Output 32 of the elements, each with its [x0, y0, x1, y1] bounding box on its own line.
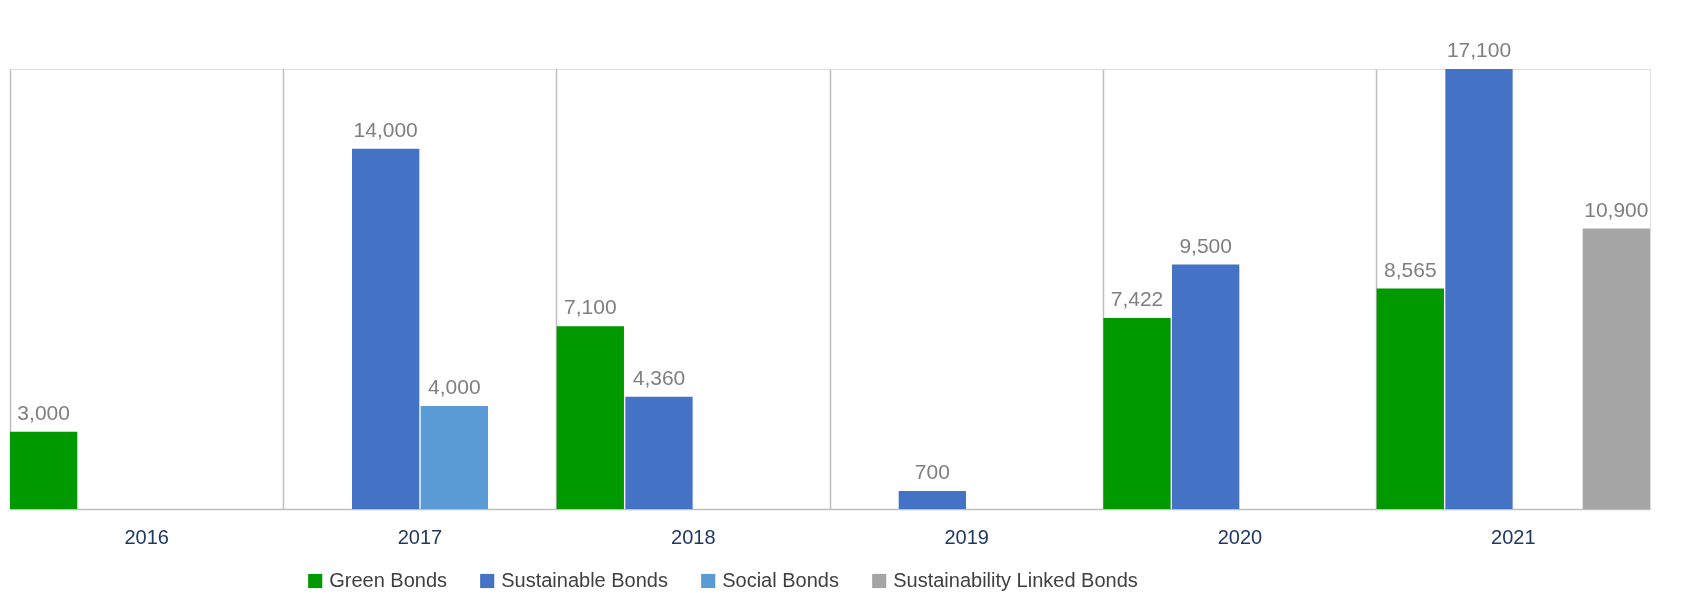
- bar: [1376, 288, 1444, 509]
- data-label: 17,100: [1446, 38, 1512, 61]
- data-label: 7,100: [564, 295, 617, 319]
- x-tick-label: 2020: [1217, 525, 1263, 548]
- legend-label: Social Bonds: [722, 569, 839, 591]
- data-label: 7,422: [1110, 287, 1164, 311]
- x-tick-label: 2021: [1491, 525, 1536, 548]
- data-label: 3,000: [17, 400, 70, 424]
- data-label: 14,000: [353, 117, 418, 141]
- legend-label: Sustainable Bonds: [501, 569, 668, 591]
- data-label: 10,900: [1584, 197, 1649, 221]
- bar: [898, 490, 966, 509]
- data-label: 4,000: [428, 375, 481, 399]
- bar: [1445, 69, 1513, 509]
- bar: [556, 326, 624, 509]
- x-tick-label: 2018: [671, 525, 716, 548]
- x-tick-label: 2017: [397, 525, 443, 548]
- legend-label: Sustainability Linked Bonds: [893, 569, 1138, 591]
- data-label: 8,565: [1384, 257, 1437, 281]
- data-label: 9,500: [1179, 233, 1232, 257]
- x-tick-label: 2019: [944, 525, 989, 548]
- data-label: 4,360: [632, 365, 686, 389]
- bar: [1582, 228, 1650, 509]
- bar: [625, 396, 693, 509]
- bar: [1103, 318, 1171, 509]
- data-label: 700: [914, 459, 950, 483]
- x-tick-label: 2016: [124, 525, 169, 548]
- bar: [420, 406, 488, 509]
- bar: [1172, 264, 1240, 509]
- bar: [10, 431, 78, 509]
- legend-label: Green Bonds: [329, 569, 448, 591]
- bar: [352, 148, 420, 509]
